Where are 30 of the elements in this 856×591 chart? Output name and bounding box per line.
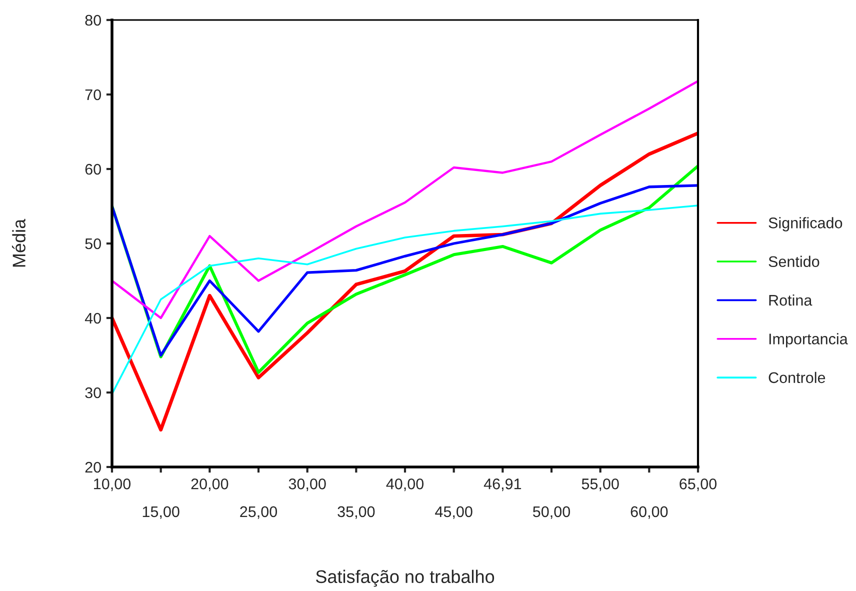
x-tick-label: 60,00 [630, 506, 668, 519]
y-tick-label: 30 [85, 387, 101, 398]
line-series [112, 80, 698, 320]
x-tick-label: 30,00 [288, 478, 326, 492]
legend-label: Rotina [769, 294, 812, 306]
y-axis-title: Média [12, 218, 26, 267]
legend-label: Importancia [769, 333, 848, 348]
x-tick-label: 40,00 [386, 478, 424, 492]
y-tick-label: 70 [85, 89, 101, 100]
x-tick-label: 45,00 [435, 506, 472, 519]
legend-label: Sentido [768, 256, 820, 268]
x-tick-label: 20,00 [191, 478, 228, 492]
y-tick-label: 50 [85, 238, 101, 250]
y-tick-label: 20 [85, 462, 101, 473]
x-tick-label: 65,00 [680, 478, 717, 492]
y-tick-label: 60 [85, 164, 101, 175]
x-tick-label: 25,00 [240, 506, 278, 519]
x-tick-label: 35,00 [338, 506, 375, 519]
line-series [112, 204, 698, 395]
x-tick-label: 55,00 [582, 478, 619, 492]
x-tick-label: 15,00 [142, 506, 180, 519]
x-tick-label: 50,00 [532, 506, 570, 519]
legend-label: Significado [768, 217, 842, 232]
legend-label: Controle [768, 372, 826, 384]
y-tick-label: 80 [85, 14, 101, 26]
y-tick-label: 40 [84, 312, 101, 324]
x-tick-label: 46,91 [484, 478, 522, 492]
line-series [112, 184, 698, 357]
x-tick-label: 10,00 [94, 478, 131, 492]
x-axis-title: Satisfação no trabalho [316, 570, 494, 587]
